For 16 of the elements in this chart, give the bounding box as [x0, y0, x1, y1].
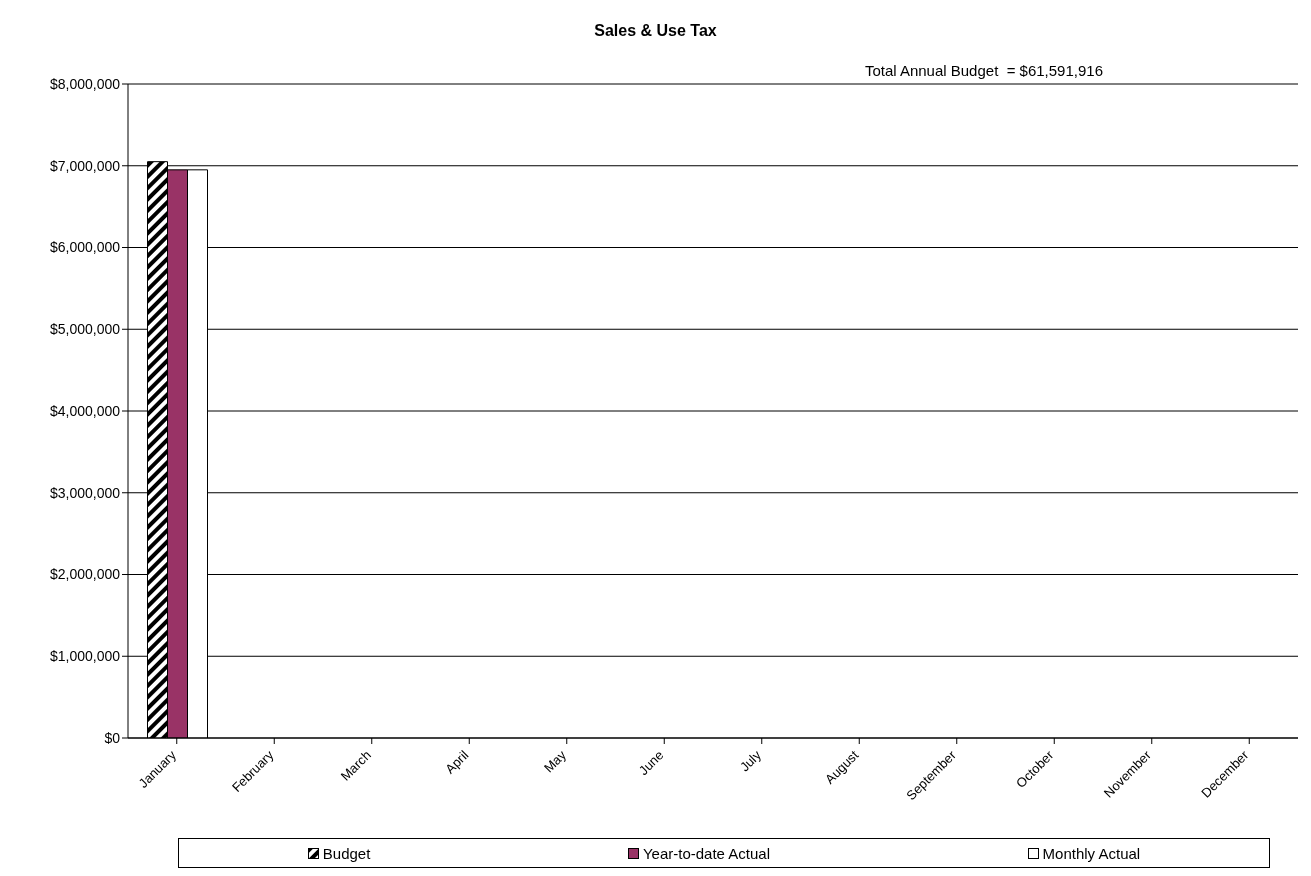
chart-title: Sales & Use Tax	[593, 22, 718, 40]
y-tick-label: $6,000,000	[49, 239, 121, 256]
legend-label: Year-to-date Actual	[641, 844, 770, 862]
y-tick-label: $4,000,000	[49, 402, 121, 419]
legend-label: Budget	[321, 844, 371, 862]
y-tick-label: $8,000,000	[49, 75, 121, 92]
x-tick-label: July	[736, 747, 765, 775]
y-tick-label: $1,000,000	[49, 648, 121, 665]
y-tick-label: $5,000,000	[49, 321, 121, 338]
x-tick-label: May	[540, 747, 570, 776]
y-tick-label: $2,000,000	[49, 566, 121, 583]
y-tick-label: $0	[104, 729, 121, 746]
y-tick-label: $7,000,000	[49, 157, 121, 174]
text: Total Annual Budget = $61,591,916	[864, 62, 1103, 79]
legend-label: Monthly Actual	[1041, 844, 1141, 862]
y-tick-label: $3,000,000	[49, 484, 121, 501]
